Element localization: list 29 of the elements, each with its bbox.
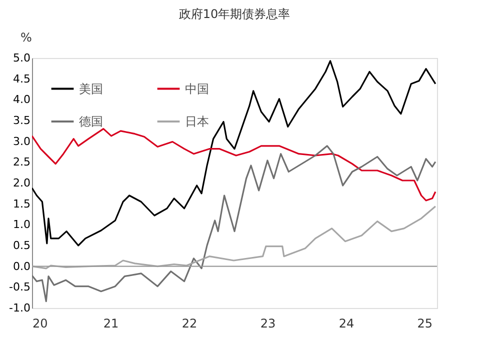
chart-title: 政府10年期债券息率	[178, 7, 290, 21]
x-tick-label: 21	[103, 316, 119, 330]
legend-label: 中国	[185, 82, 209, 96]
y-tick-label: -1.0	[9, 302, 30, 314]
legend-label: 美国	[79, 82, 103, 96]
x-tick-label: 22	[182, 316, 198, 330]
y-axis-title: %	[20, 30, 32, 44]
y-tick-label: -0.5	[9, 280, 30, 294]
y-tick-label: 0.0	[13, 260, 30, 273]
y-tick-label: 3.0	[13, 134, 30, 148]
y-tick-label: 4.5	[13, 72, 30, 86]
x-tick-label: 23	[260, 316, 276, 330]
line-series	[32, 145, 436, 302]
x-tick-label: 24	[338, 316, 354, 330]
line-series	[32, 206, 436, 270]
y-tick-label: 3.5	[13, 114, 30, 127]
y-tick-label: 0.5	[13, 239, 30, 252]
x-tick-label: 25	[417, 316, 433, 330]
y-tick-label: 1.5	[13, 197, 30, 210]
line-series	[32, 128, 436, 202]
y-tick-label: 1.0	[13, 218, 30, 232]
legend-label: 德国	[79, 114, 103, 128]
line-series	[32, 60, 436, 246]
y-tick-label: 2.5	[13, 156, 30, 169]
y-tick-label: 4.0	[13, 93, 30, 106]
legend-label: 日本	[185, 114, 209, 128]
y-tick-label: 5.0	[13, 52, 30, 64]
x-tick-label: 20	[32, 316, 48, 330]
y-tick-label: 2.0	[13, 176, 30, 190]
